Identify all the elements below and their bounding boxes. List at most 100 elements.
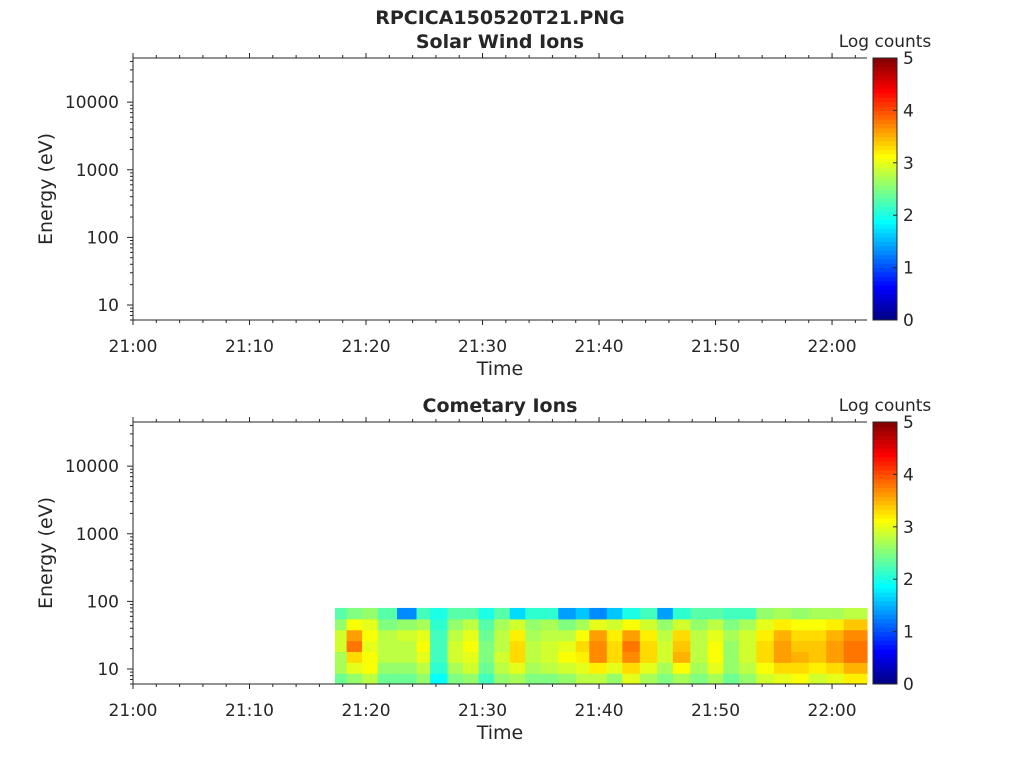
heatmap-cell — [843, 640, 868, 653]
heatmap-cell — [430, 651, 449, 663]
y-tick-label: 1000 — [76, 161, 119, 181]
colorbar-segment — [873, 452, 897, 458]
heatmap-cell — [826, 629, 845, 642]
heatmap-cell — [558, 640, 577, 653]
colorbar-segment — [873, 596, 897, 602]
colorbar-segment — [873, 487, 897, 493]
heatmap-cell — [575, 629, 590, 642]
colorbar-segment — [873, 245, 897, 251]
heatmap-cell — [723, 640, 740, 653]
heatmap-cell — [575, 618, 590, 631]
heatmap-cell — [723, 673, 740, 685]
colorbar-segment — [873, 618, 897, 624]
colorbar-segment — [873, 443, 897, 449]
colorbar-segment — [873, 167, 897, 173]
colorbar-segment — [873, 422, 897, 427]
heatmap-cell — [377, 651, 398, 663]
colorbar-segment — [873, 614, 897, 619]
heatmap-cell — [509, 629, 526, 642]
heatmap-cell — [738, 673, 757, 685]
colorbar-segment — [873, 649, 897, 654]
colorbar-segment — [873, 66, 897, 72]
colorbar-tick-label: 0 — [903, 675, 914, 695]
y-axis-label: Energy (eV) — [35, 133, 57, 245]
y-axis-label: Energy (eV) — [35, 497, 57, 609]
colorbar-segment — [873, 154, 897, 159]
heatmap-cell — [589, 607, 608, 620]
colorbar-segment — [873, 531, 897, 537]
heatmap-cell — [738, 607, 757, 620]
heatmap-cell — [447, 618, 464, 631]
colorbar-segment — [873, 285, 897, 290]
heatmap-cell — [843, 673, 868, 685]
colorbar-segment — [873, 280, 897, 286]
heatmap-cell — [657, 640, 674, 653]
heatmap-cell — [430, 618, 449, 631]
heatmap-cell — [826, 651, 845, 663]
heatmap-cell — [843, 607, 868, 620]
colorbar-segment — [873, 435, 897, 440]
x-axis-label: Time — [476, 358, 524, 380]
heatmap-cell — [826, 607, 845, 620]
heatmap-cell — [575, 607, 590, 620]
heatmap-cell — [639, 629, 658, 642]
heatmap-cells — [334, 607, 868, 685]
heatmap-cell — [606, 629, 623, 642]
heatmap-cell — [622, 607, 641, 620]
colorbar-segment — [873, 666, 897, 672]
heatmap-cell — [575, 651, 590, 663]
heatmap-cell — [707, 673, 724, 685]
heatmap-cell — [738, 640, 757, 653]
y-tick-label: 100 — [87, 228, 119, 248]
heatmap-cell — [362, 607, 379, 620]
heatmap-cell — [416, 662, 431, 674]
colorbar-segment — [873, 106, 897, 111]
colorbar-segment — [873, 92, 897, 98]
colorbar-segment — [873, 75, 897, 81]
heatmap-cell — [672, 618, 691, 631]
heatmap-cell — [843, 618, 868, 631]
heatmap-cell — [622, 651, 641, 663]
heatmap-cell — [639, 640, 658, 653]
heatmap-cell — [362, 673, 379, 685]
colorbar-segment — [873, 504, 897, 510]
heatmap-cell — [589, 651, 608, 663]
heatmap-cell — [540, 640, 559, 653]
heatmap-cell — [509, 618, 526, 631]
colorbar-segment — [873, 461, 897, 467]
heatmap-cell — [362, 662, 379, 674]
colorbar-segment — [873, 675, 897, 681]
heatmap-cell — [447, 662, 464, 674]
colorbar-segment — [873, 631, 897, 637]
heatmap-cell — [377, 618, 398, 631]
heatmap-cell — [723, 662, 740, 674]
heatmap-cell — [334, 607, 348, 620]
heatmap-cell — [690, 640, 709, 653]
heatmap-cell — [606, 618, 623, 631]
colorbar-tick-label: 5 — [903, 413, 914, 433]
colorbar-segment — [873, 570, 897, 576]
heatmap-cell — [494, 673, 511, 685]
colorbar-segment — [873, 193, 897, 199]
heatmap-cell — [447, 629, 464, 642]
panel-title: Cometary Ions — [423, 395, 578, 417]
heatmap-cell — [843, 629, 868, 642]
heatmap-cell — [606, 640, 623, 653]
heatmap-cell — [509, 607, 526, 620]
colorbar-segment — [873, 298, 897, 304]
x-tick-label: 21:30 — [458, 701, 507, 721]
colorbar-segment — [873, 509, 897, 515]
colorbar-segment — [873, 276, 897, 282]
heatmap-cell — [672, 640, 691, 653]
colorbar-segment — [873, 474, 897, 480]
colorbar-segment — [873, 267, 897, 273]
colorbar-tick-label: 2 — [903, 206, 914, 226]
heatmap-cell — [478, 662, 495, 674]
heatmap-cell — [509, 673, 526, 685]
colorbar-segment — [873, 605, 897, 611]
heatmap-cell — [756, 640, 775, 653]
heatmap-cell — [416, 640, 431, 653]
heatmap-cell — [657, 651, 674, 663]
heatmap-cell — [509, 651, 526, 663]
figure-title: RPCICA150520T21.PNG — [375, 7, 625, 29]
